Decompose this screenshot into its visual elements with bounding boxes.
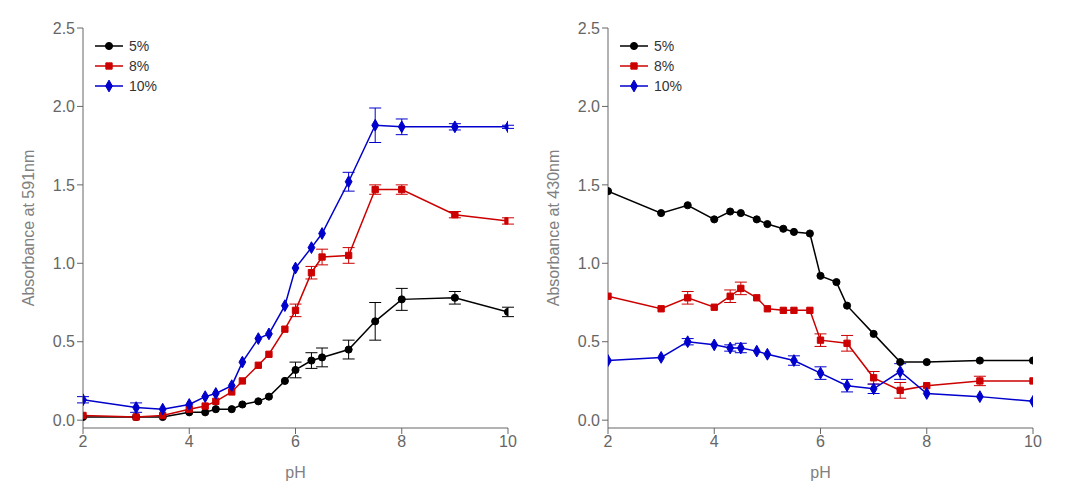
svg-text:Absorbance at 591nm: Absorbance at 591nm xyxy=(20,150,37,307)
svg-text:2: 2 xyxy=(79,433,88,450)
svg-text:2.5: 2.5 xyxy=(578,20,600,37)
svg-text:6: 6 xyxy=(291,433,300,450)
svg-text:0.0: 0.0 xyxy=(53,412,75,429)
svg-text:0.0: 0.0 xyxy=(578,412,600,429)
svg-text:pH: pH xyxy=(810,464,830,481)
html-text:10%: 10% xyxy=(654,78,682,94)
svg-text:1.0: 1.0 xyxy=(53,255,75,272)
svg-text:8: 8 xyxy=(397,433,406,450)
html-text:8%: 8% xyxy=(654,58,675,74)
html-text:8%: 8% xyxy=(129,58,150,74)
svg-text:0.5: 0.5 xyxy=(578,333,600,350)
svg-text:2.0: 2.0 xyxy=(53,98,75,115)
html-text:5%: 5% xyxy=(654,38,675,54)
svg-text:Absorbance at 430nm: Absorbance at 430nm xyxy=(545,150,562,307)
svg-text:2: 2 xyxy=(604,433,613,450)
svg-text:4: 4 xyxy=(710,433,719,450)
svg-text:0.5: 0.5 xyxy=(53,333,75,350)
svg-text:2.5: 2.5 xyxy=(53,20,75,37)
svg-text:1.5: 1.5 xyxy=(53,177,75,194)
svg-text:4: 4 xyxy=(185,433,194,450)
html-text:10%: 10% xyxy=(129,78,157,94)
html-text:5%: 5% xyxy=(129,38,150,54)
svg-text:10: 10 xyxy=(1024,433,1042,450)
svg-text:6: 6 xyxy=(816,433,825,450)
svg-text:pH: pH xyxy=(285,464,305,481)
svg-text:8: 8 xyxy=(922,433,931,450)
svg-text:1.5: 1.5 xyxy=(578,177,600,194)
svg-text:10: 10 xyxy=(499,433,517,450)
svg-text:2.0: 2.0 xyxy=(578,98,600,115)
svg-text:1.0: 1.0 xyxy=(578,255,600,272)
